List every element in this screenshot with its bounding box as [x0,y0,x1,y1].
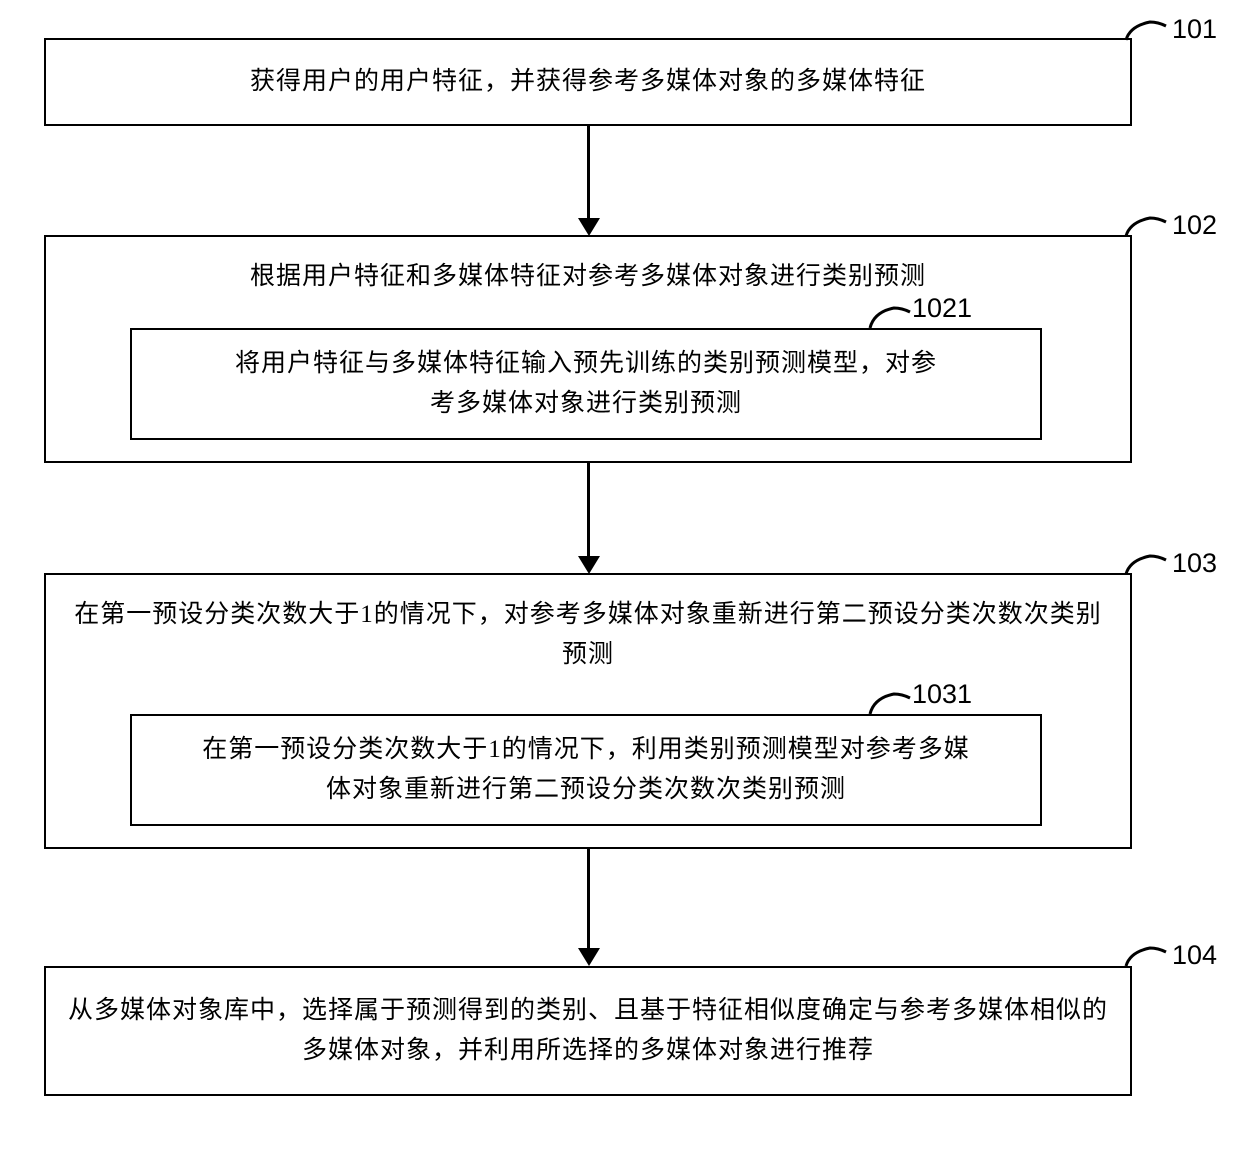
edge-arrowhead [578,948,600,966]
node-text: 根据用户特征和多媒体特征对参考多媒体对象进行类别预测 [250,257,926,297]
flowchart-node-1031: 在第一预设分类次数大于1的情况下，利用类别预测模型对参考多媒体对象重新进行第二预… [130,714,1042,826]
flowchart-canvas: 获得用户的用户特征，并获得参考多媒体对象的多媒体特征 101 根据用户特征和多媒… [0,0,1240,1158]
node-text: 获得用户的用户特征，并获得参考多媒体对象的多媒体特征 [250,62,926,102]
node-text: 在第一预设分类次数大于1的情况下，利用类别预测模型对参考多媒体对象重新进行第二预… [201,730,971,810]
flowchart-node-101: 获得用户的用户特征，并获得参考多媒体对象的多媒体特征 [44,38,1132,126]
edge-102-103 [587,463,590,557]
node-text: 将用户特征与多媒体特征输入预先训练的类别预测模型，对参考多媒体对象进行类别预测 [226,344,946,424]
node-text: 在第一预设分类次数大于1的情况下，对参考多媒体对象重新进行第二预设分类次数次类别… [68,595,1108,675]
node-label-104: 104 [1172,940,1217,971]
edge-arrowhead [578,556,600,574]
node-text: 从多媒体对象库中，选择属于预测得到的类别、且基于特征相似度确定与参考多媒体相似的… [68,991,1108,1071]
callout-104 [1118,944,1178,984]
flowchart-node-1021: 将用户特征与多媒体特征输入预先训练的类别预测模型，对参考多媒体对象进行类别预测 [130,328,1042,440]
node-label-102: 102 [1172,210,1217,241]
edge-101-102 [587,126,590,220]
callout-103 [1118,552,1178,592]
edge-103-104 [587,849,590,949]
callout-101 [1118,18,1178,58]
node-label-103: 103 [1172,548,1217,579]
callout-102 [1118,214,1178,254]
node-label-1031: 1031 [912,679,972,710]
flowchart-node-104: 从多媒体对象库中，选择属于预测得到的类别、且基于特征相似度确定与参考多媒体相似的… [44,966,1132,1096]
node-label-1021: 1021 [912,293,972,324]
node-label-101: 101 [1172,14,1217,45]
edge-arrowhead [578,218,600,236]
